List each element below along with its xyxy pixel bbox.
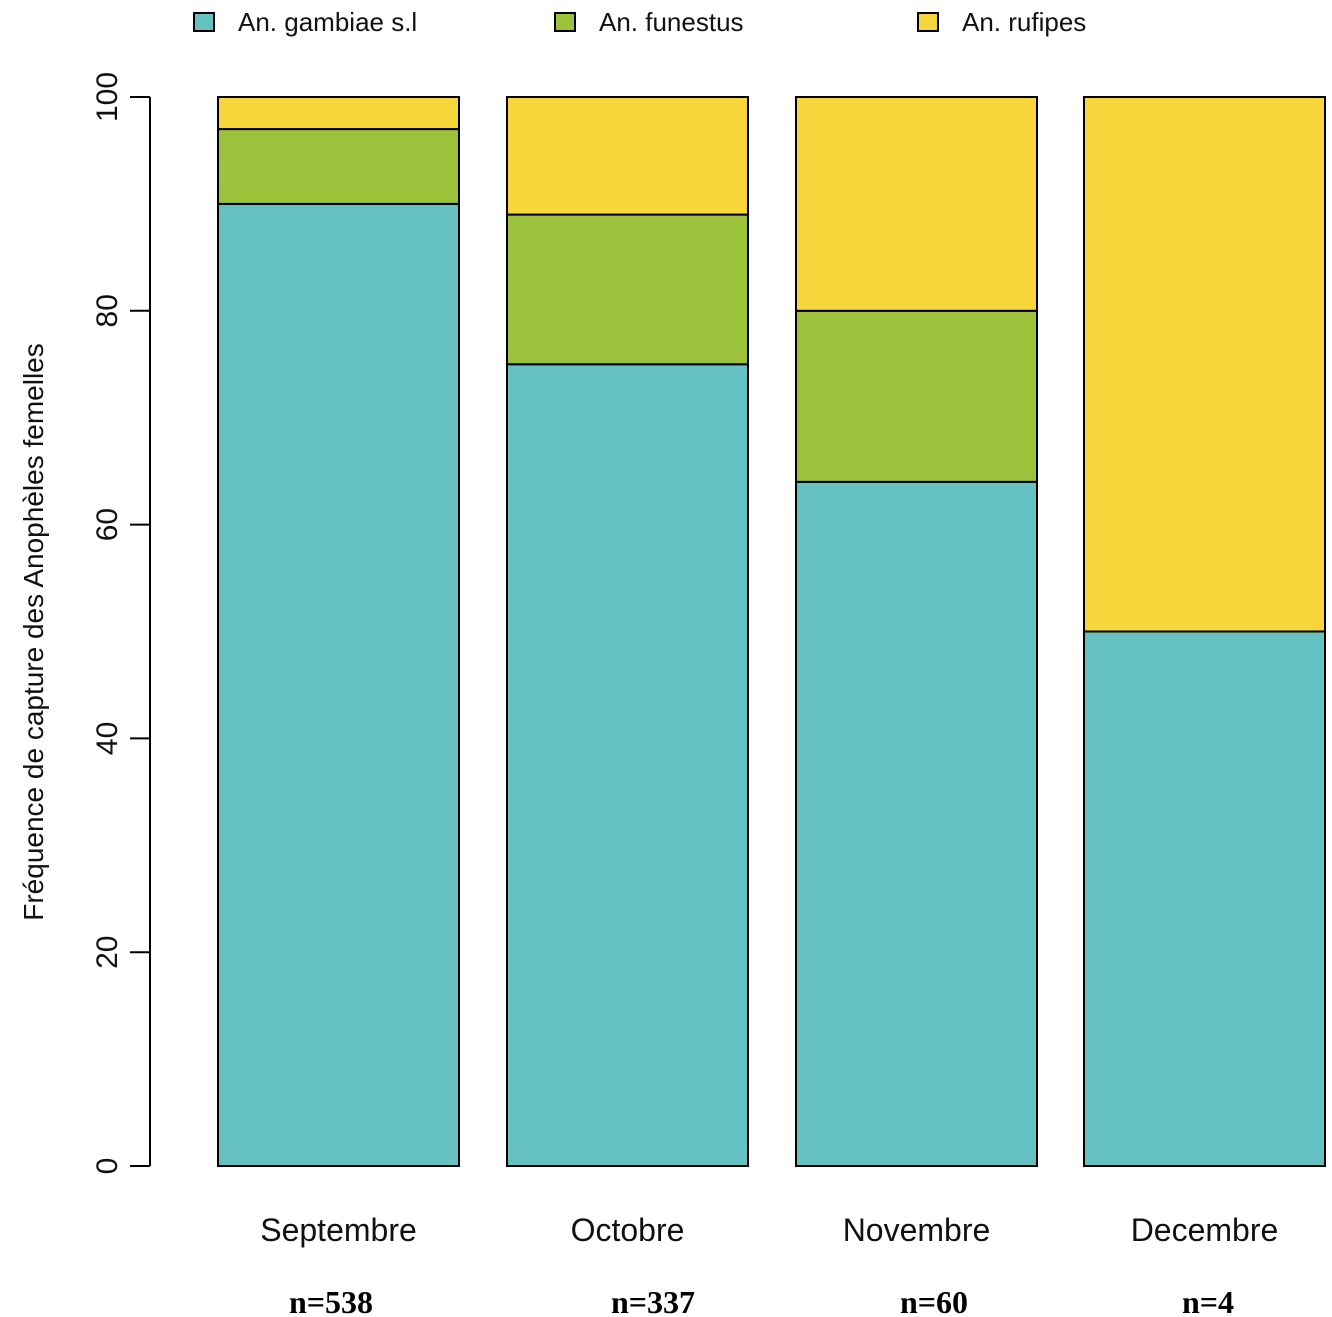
y-axis: 0 20 40 60 80 100 [91, 72, 151, 1175]
bar-septembre-series-0 [217, 202, 460, 1167]
y-tick-label-20: 20 [91, 936, 124, 969]
sample-size-label-1: n=337 [611, 1284, 695, 1317]
y-tick-label-100: 100 [91, 72, 124, 122]
bar-octobre-series-0 [506, 363, 749, 1167]
legend: An. gambiae s.l An. funestus An. rufipes [193, 7, 1086, 37]
bar-novembre-series-2 [795, 96, 1038, 312]
legend-swatch-2 [917, 12, 939, 32]
y-tick-label-60: 60 [91, 508, 124, 541]
legend-swatch-0 [193, 12, 215, 32]
sample-size-label-0: n=538 [289, 1284, 373, 1317]
legend-label-1: An. funestus [599, 7, 744, 37]
legend-label-2: An. rufipes [962, 7, 1086, 37]
category-label-decembre: Decembre [1131, 1212, 1279, 1248]
bar-octobre-series-2 [506, 96, 749, 216]
sample-size-label-3: n=4 [1182, 1284, 1234, 1317]
category-label-octobre: Octobre [571, 1212, 685, 1248]
y-tick-label-0: 0 [91, 1158, 124, 1175]
bar-septembre-series-2 [217, 96, 460, 131]
bar-novembre-series-1 [795, 309, 1038, 483]
bar-decembre-series-2 [1083, 96, 1326, 633]
bars [217, 96, 1326, 1167]
category-label-septembre: Septembre [260, 1212, 417, 1248]
sample-size-labels: n=538 n=337 n=60 n=4 [289, 1284, 1234, 1317]
y-tick-label-40: 40 [91, 722, 124, 755]
bar-septembre-series-1 [217, 128, 460, 205]
y-axis-label: Fréquence de capture des Anophèles femel… [18, 343, 49, 921]
y-tick-label-80: 80 [91, 294, 124, 327]
category-labels: Septembre Octobre Novembre Decembre [260, 1212, 1278, 1248]
bar-octobre-series-1 [506, 213, 749, 366]
category-label-novembre: Novembre [843, 1212, 991, 1248]
bar-decembre-series-0 [1083, 630, 1326, 1167]
legend-label-0: An. gambiae s.l [238, 7, 417, 37]
bar-novembre-series-0 [795, 480, 1038, 1167]
sample-size-label-2: n=60 [900, 1284, 968, 1317]
legend-swatch-1 [554, 12, 576, 32]
